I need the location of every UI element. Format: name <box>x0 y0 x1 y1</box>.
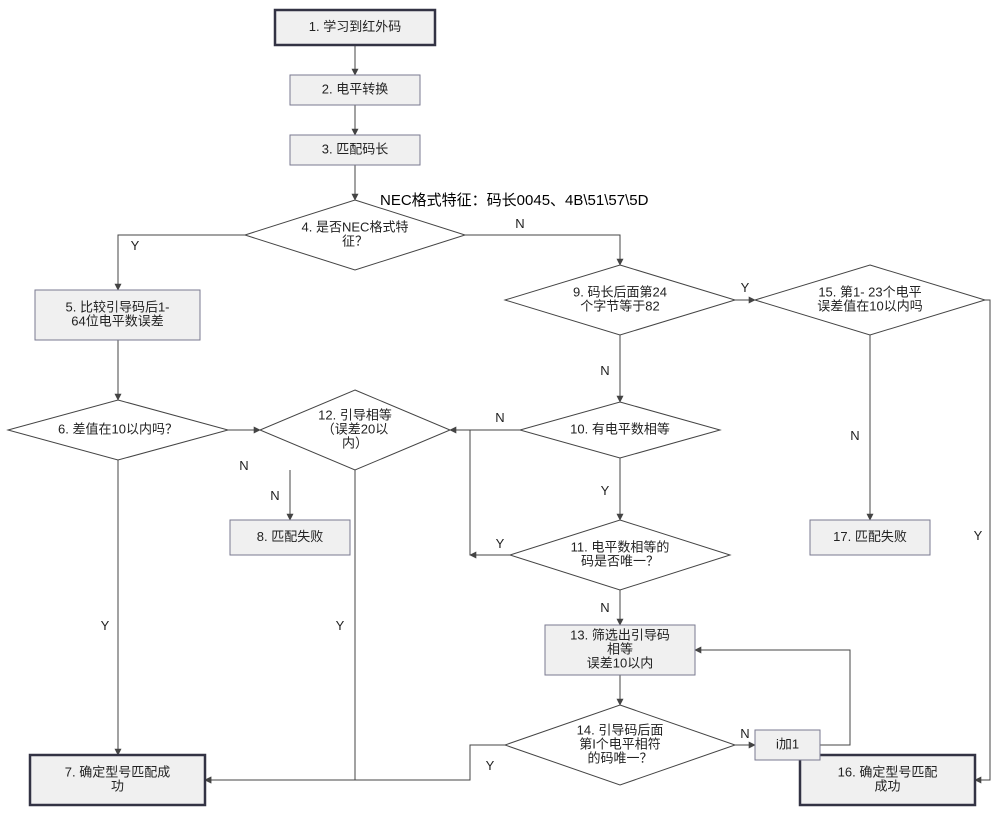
edge-label: Y <box>336 618 345 633</box>
node-n11-text: 码是否唯一？ <box>581 553 659 568</box>
node-n15-text: 误差值在10以内吗 <box>817 298 922 313</box>
nec-format-note: NEC格式特征：码长0045、4B\51\57\5D <box>380 192 649 209</box>
edge-label: N <box>740 726 749 741</box>
node-n16-text: 成功 <box>874 778 900 793</box>
node-n9-text: 9. 码长后面第24 <box>573 284 667 299</box>
node-n2-text: 2. 电平转换 <box>322 81 388 96</box>
node-n5-text: 64位电平数误差 <box>71 313 163 328</box>
node-n14-text: 的码唯一？ <box>587 750 652 765</box>
edge-label: Y <box>101 618 110 633</box>
node-n13-text: 误差10以内 <box>587 655 653 670</box>
node-n10: 10. 有电平数相等 <box>520 402 720 458</box>
edge-label: Y <box>741 280 750 295</box>
node-n17: 17. 匹配失败 <box>810 520 930 555</box>
edge <box>205 470 355 780</box>
node-n7-text: 功 <box>111 778 124 793</box>
node-n3: 3. 匹配码长 <box>290 135 420 165</box>
node-n1-text: 1. 学习到红外码 <box>309 19 401 34</box>
node-n9: 9. 码长后面第24个字节等于82 <box>505 265 735 335</box>
node-n11: 11. 电平数相等的码是否唯一？ <box>510 520 730 590</box>
node-n2: 2. 电平转换 <box>290 75 420 105</box>
edge-label: Y <box>974 528 983 543</box>
node-n7-text: 7. 确定型号匹配成 <box>65 764 170 779</box>
node-n5-text: 5. 比较引导码后1- <box>65 299 169 314</box>
node-n4: 4. 是否NEC格式特征？ <box>245 200 465 270</box>
node-n17-text: 17. 匹配失败 <box>833 529 907 544</box>
node-n12-text: 内） <box>342 435 368 450</box>
node-n12-text: 12. 引导相等 <box>318 407 392 422</box>
node-n12-text: （误差20以 <box>322 421 388 436</box>
node-n1: 1. 学习到红外码 <box>275 10 435 45</box>
node-n7: 7. 确定型号匹配成功 <box>30 755 205 805</box>
node-n5: 5. 比较引导码后1-64位电平数误差 <box>35 290 200 340</box>
flowchart-canvas: Y N Y N N Y N Y N Y Y N Y N N Y 1. 学习到红外码 2. 电平转换 3. 匹配码长 4… <box>0 0 1000 839</box>
edge-label: N <box>600 600 609 615</box>
edge-label: Y <box>131 238 140 253</box>
edge-label: N <box>515 216 524 231</box>
node-n8: 8. 匹配失败 <box>230 520 350 555</box>
node-n16-text: 16. 确定型号匹配 <box>838 764 938 779</box>
node-n3-text: 3. 匹配码长 <box>322 141 388 156</box>
node-n15-text: 15. 第1- 23个电平 <box>818 284 921 299</box>
node-n12: 12. 引导相等（误差20以内） <box>260 390 450 470</box>
nodes-layer: 1. 学习到红外码 2. 电平转换 3. 匹配码长 4. 是否NEC格式特征？ 5. 比… <box>8 10 985 805</box>
node-n13-text: 13. 筛选出引导码 <box>570 627 670 642</box>
node-n15: 15. 第1- 23个电平误差值在10以内吗 <box>755 265 985 335</box>
edge-label: N <box>850 428 859 443</box>
edge-label: N <box>239 458 248 473</box>
edge-label: N <box>600 363 609 378</box>
edge <box>465 235 620 265</box>
edge-label: N <box>270 488 279 503</box>
node-n13-text: 相等 <box>607 641 633 656</box>
node-n4-text: 征？ <box>342 233 368 248</box>
node-n4-text: 4. 是否NEC格式特 <box>302 219 409 234</box>
node-n6: 6. 差值在10以内吗？ <box>8 400 228 460</box>
node-n10-text: 10. 有电平数相等 <box>570 421 670 436</box>
node-ni: i加1 <box>755 730 820 760</box>
edge-label: Y <box>496 536 505 551</box>
node-n6-text: 6. 差值在10以内吗？ <box>58 421 178 436</box>
node-n16: 16. 确定型号匹配成功 <box>800 755 975 805</box>
node-n14: 14. 引导码后面第I个电平相符的码唯一？ <box>505 705 735 785</box>
node-n14-text: 第I个电平相符 <box>579 736 661 751</box>
node-n8-text: 8. 匹配失败 <box>257 529 323 544</box>
node-n13: 13. 筛选出引导码相等误差10以内 <box>545 625 695 675</box>
node-n9-text: 个字节等于82 <box>580 298 659 313</box>
node-ni-text: i加1 <box>776 736 799 751</box>
edge-label: Y <box>486 758 495 773</box>
edge-label: Y <box>601 483 610 498</box>
edge-label: N <box>495 410 504 425</box>
node-n14-text: 14. 引导码后面 <box>577 722 664 737</box>
node-n11-text: 11. 电平数相等的 <box>571 539 670 554</box>
